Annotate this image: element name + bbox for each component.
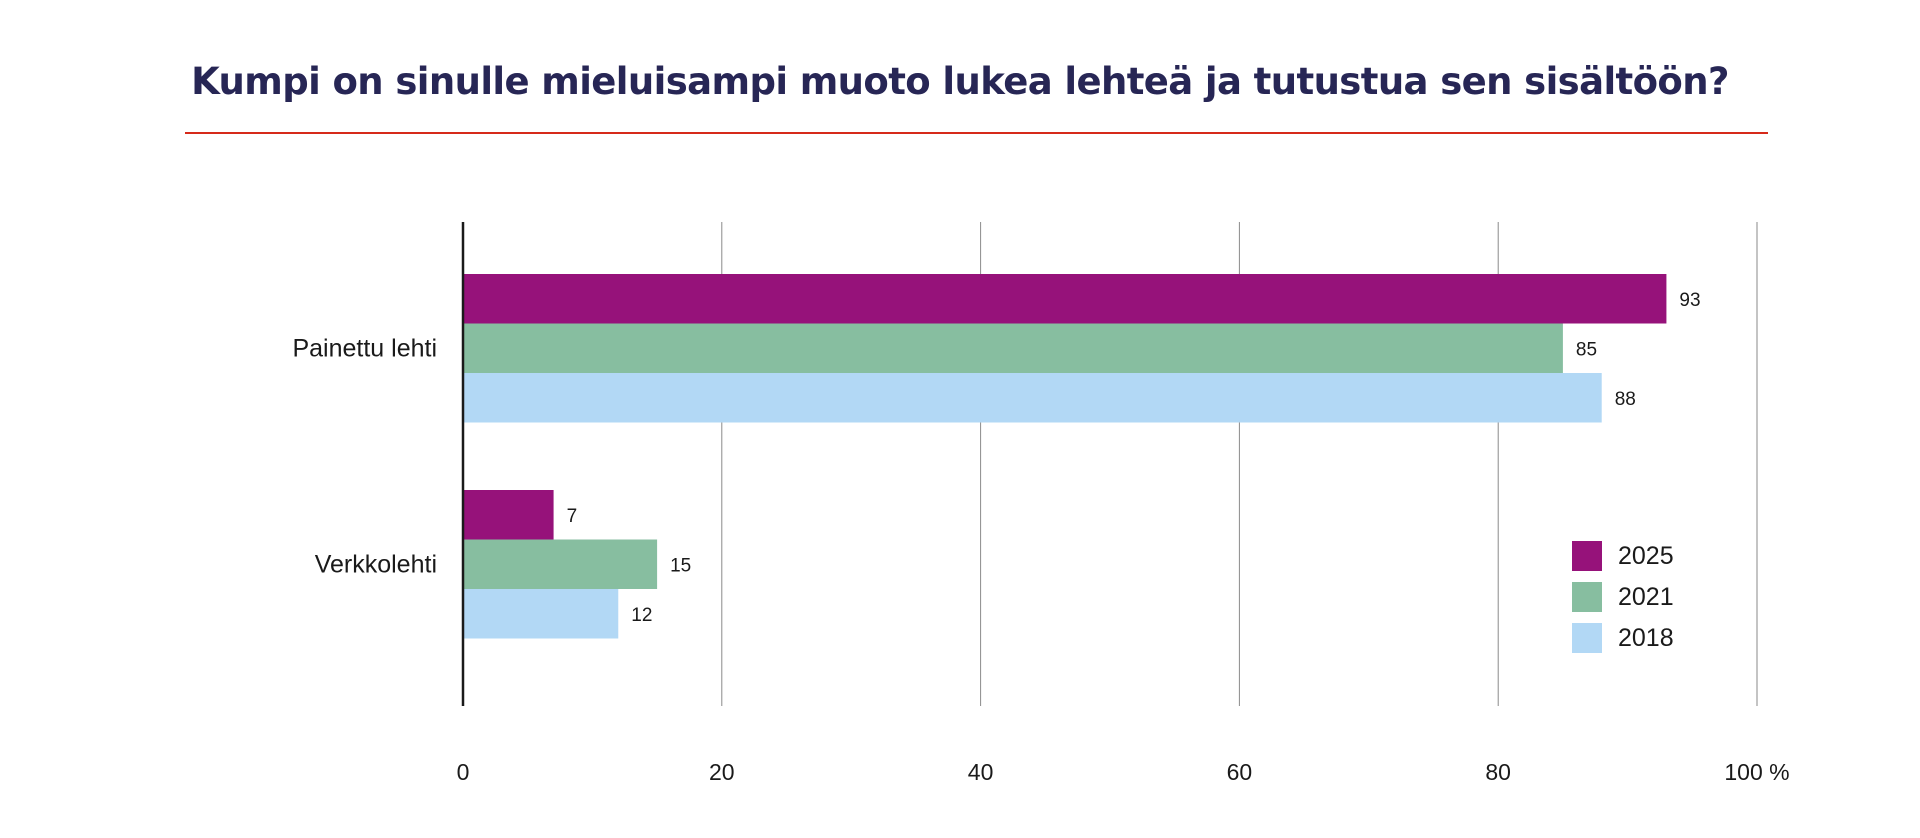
x-tick-label: 0 bbox=[457, 759, 470, 785]
bar bbox=[463, 323, 1563, 373]
data-label: 88 bbox=[1615, 389, 1636, 410]
data-label: 12 bbox=[631, 605, 652, 626]
chart-title: Kumpi on sinulle mieluisampi muoto lukea… bbox=[191, 60, 1729, 103]
bar bbox=[463, 490, 554, 540]
x-tick-label: 60 bbox=[1227, 759, 1253, 785]
x-tick-label: 20 bbox=[709, 759, 735, 785]
data-label: 15 bbox=[670, 555, 691, 576]
bar bbox=[463, 589, 619, 639]
bar bbox=[463, 373, 1602, 423]
x-tick-label: 40 bbox=[968, 759, 994, 785]
data-label: 85 bbox=[1576, 339, 1597, 360]
x-tick-label: 100 % bbox=[1724, 759, 1789, 785]
legend-label: 2018 bbox=[1618, 624, 1674, 652]
legend-label: 2025 bbox=[1618, 542, 1674, 570]
category-labels: Painettu lehti Verkkolehti bbox=[292, 334, 437, 578]
data-labels: 93 7 85 15 88 12 bbox=[567, 290, 1701, 626]
data-label: 7 bbox=[567, 506, 578, 527]
legend-label: 2021 bbox=[1618, 583, 1674, 611]
bar bbox=[463, 274, 1667, 324]
legend: 2025 2021 2018 bbox=[1572, 541, 1674, 653]
legend-swatch bbox=[1572, 582, 1602, 612]
legend-swatch bbox=[1572, 623, 1602, 653]
x-tick-label: 80 bbox=[1485, 759, 1511, 785]
data-label: 93 bbox=[1679, 290, 1700, 311]
title-underline bbox=[185, 132, 1768, 134]
x-axis-tick-labels: 0 20 40 60 80 100 % bbox=[457, 759, 1790, 785]
bars bbox=[461, 222, 1667, 706]
category-label: Verkkolehti bbox=[315, 550, 437, 578]
category-label: Painettu lehti bbox=[292, 334, 437, 362]
bar bbox=[463, 539, 658, 589]
legend-swatch bbox=[1572, 541, 1602, 571]
